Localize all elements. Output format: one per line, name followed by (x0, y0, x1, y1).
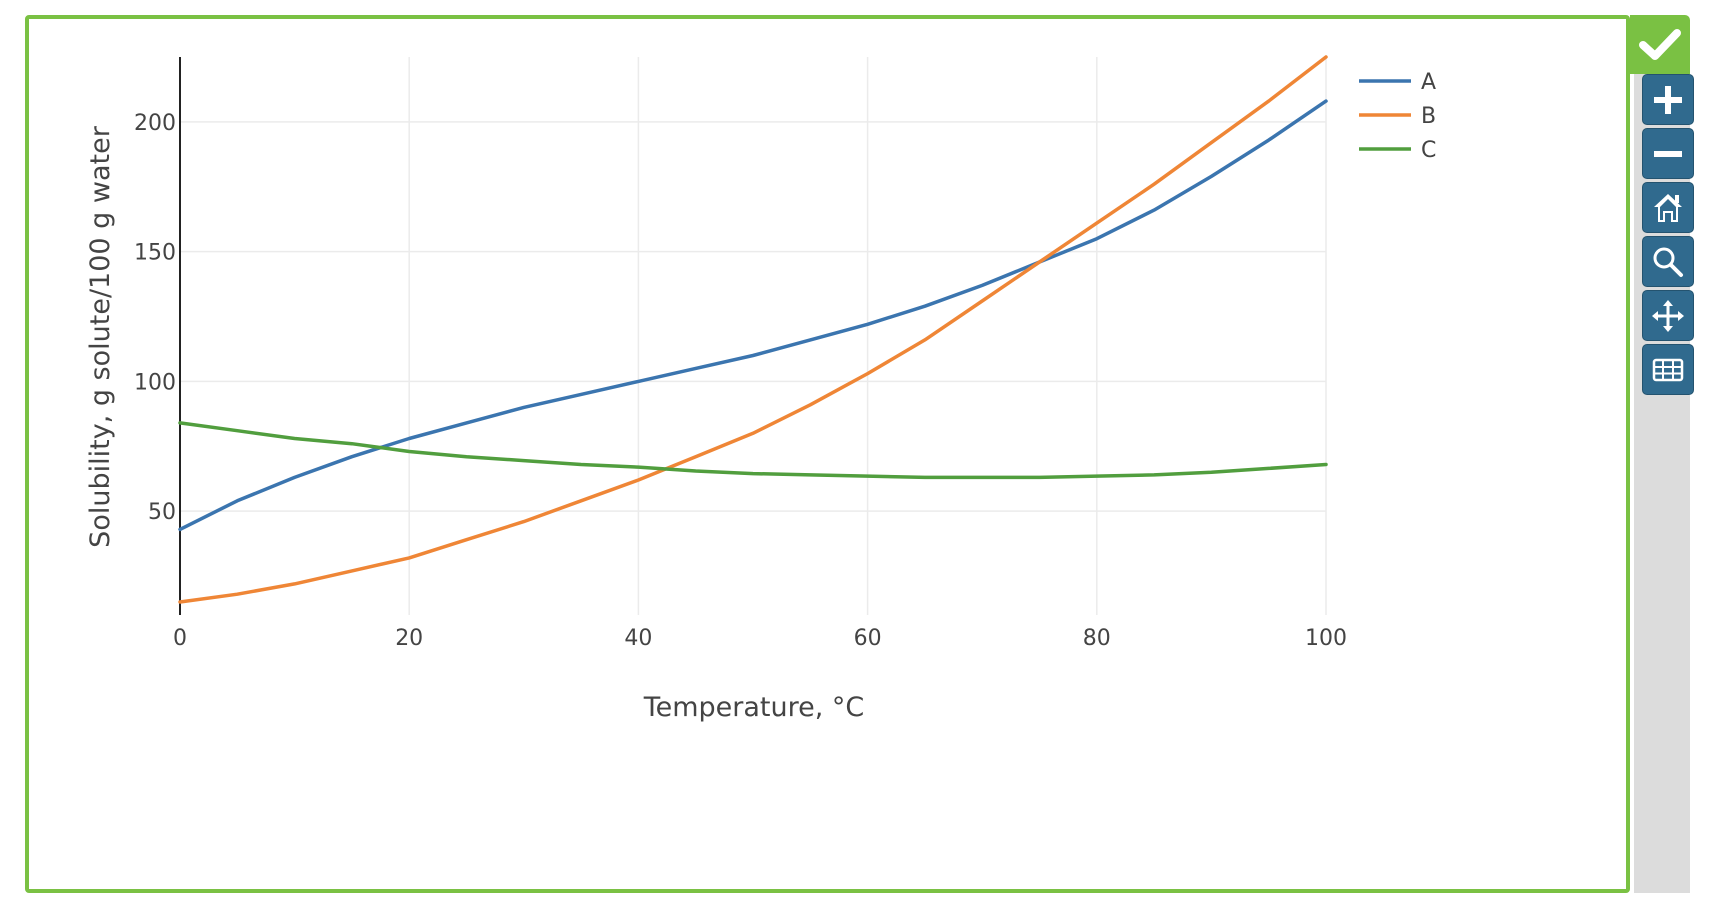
plus-icon (1654, 85, 1682, 114)
x-tick-label: 20 (395, 626, 423, 651)
legend-item-a[interactable]: A (1359, 70, 1436, 95)
y-tick-label: 50 (148, 500, 176, 525)
submit-check-button[interactable] (1630, 15, 1690, 74)
x-tick-label: 40 (624, 626, 652, 651)
pan-button[interactable] (1642, 290, 1694, 341)
grid (180, 57, 1327, 615)
legend-label: B (1421, 104, 1436, 129)
x-tick-label: 60 (854, 626, 882, 651)
zoom-in-button[interactable] (1642, 74, 1694, 125)
table-icon (1652, 358, 1684, 381)
x-tick-label: 80 (1083, 626, 1111, 651)
axes: 0 20 40 60 80 100 50 100 150 200 (134, 57, 1347, 651)
minus-icon (1654, 150, 1682, 157)
y-tick-label: 150 (134, 241, 176, 266)
y-axis-title: Solubility, g solute/100 g water (85, 125, 116, 548)
move-arrows-icon (1652, 299, 1684, 332)
y-tick-label: 100 (134, 370, 176, 395)
legend-label: A (1421, 70, 1436, 95)
legend-label: C (1421, 138, 1436, 163)
legend[interactable]: ABC (1359, 70, 1436, 163)
chart-toolbar (1634, 74, 1694, 893)
y-tick-label: 200 (134, 111, 176, 136)
x-tick-label: 100 (1305, 626, 1347, 651)
magnifier-icon (1653, 247, 1683, 277)
home-icon (1654, 193, 1682, 222)
x-axis-title: Temperature, °C (643, 692, 865, 723)
series-line-c (178, 421, 1328, 480)
data-table-button[interactable] (1642, 344, 1694, 395)
checkmark-icon (1639, 28, 1681, 60)
legend-item-b[interactable]: B (1359, 104, 1436, 129)
legend-item-c[interactable]: C (1359, 138, 1436, 163)
chart: 0 20 40 60 80 100 50 100 150 200 ABC Temperature,… (85, 55, 1436, 723)
reset-home-button[interactable] (1642, 182, 1694, 233)
zoom-out-button[interactable] (1642, 128, 1694, 179)
series-line-a (178, 99, 1328, 532)
x-tick-label: 0 (173, 626, 187, 651)
zoom-box-button[interactable] (1642, 236, 1694, 287)
series-lines (178, 55, 1328, 604)
series-line-b (178, 55, 1328, 604)
